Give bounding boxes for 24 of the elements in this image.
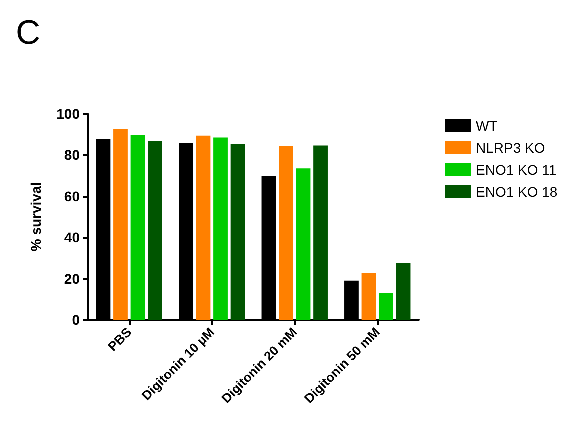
y-tick-label: 0 [72, 312, 80, 328]
y-tick-label: 60 [64, 188, 80, 204]
bar [230, 144, 246, 320]
bar [130, 135, 146, 320]
bar [314, 146, 328, 320]
y-tick-label: 80 [64, 147, 80, 164]
y-tick-label: 100 [56, 106, 80, 122]
bar [296, 168, 311, 320]
bar [379, 293, 394, 320]
bar [148, 141, 162, 320]
bar [362, 273, 376, 320]
bar [396, 264, 411, 320]
legend-label: ENO1 KO 18 [476, 184, 558, 200]
bar [196, 136, 211, 320]
y-tick-label: 40 [64, 230, 80, 246]
legend-label: WT [476, 118, 498, 134]
text: C [16, 14, 41, 52]
legend-label: NLRP3 KO [476, 140, 546, 156]
bar [214, 138, 228, 320]
y-axis-title: % survival [28, 182, 44, 252]
bar [279, 146, 294, 320]
legend-label: ENO1 KO 11 [476, 162, 557, 178]
y-tick-label: 20 [64, 270, 80, 287]
bar [114, 129, 128, 320]
